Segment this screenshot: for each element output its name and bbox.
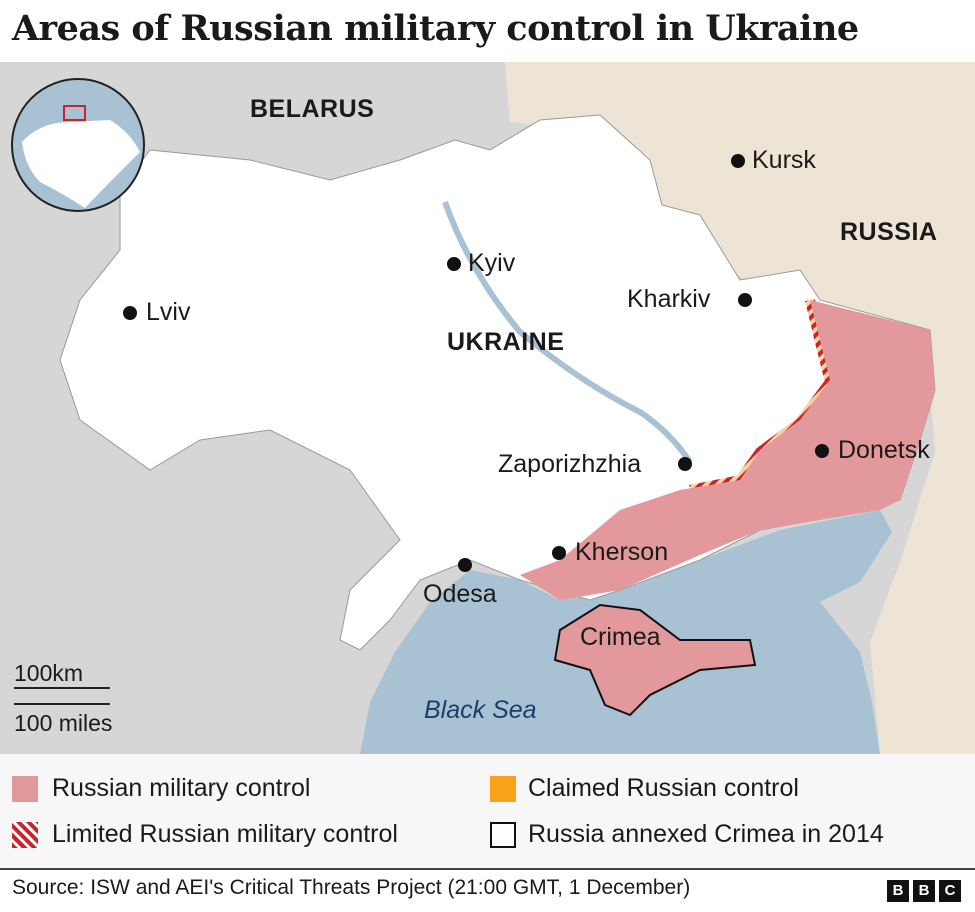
city-marker <box>678 457 692 471</box>
locator-box <box>63 105 86 121</box>
divider <box>0 868 975 870</box>
city-marker <box>123 306 137 320</box>
legend-label: Russia annexed Crimea in 2014 <box>528 820 884 848</box>
city-marker <box>447 257 461 271</box>
logo-letter: B <box>913 880 935 902</box>
city-label-kharkiv: Kharkiv <box>627 285 711 313</box>
legend: Russian military control Claimed Russian… <box>0 754 975 868</box>
city-marker <box>731 154 745 168</box>
country-label-ukraine: UKRAINE <box>447 328 565 356</box>
city-marker <box>738 293 752 307</box>
city-marker <box>815 444 829 458</box>
legend-label: Limited Russian military control <box>52 820 398 848</box>
country-label-russia: RUSSIA <box>840 218 938 246</box>
legend-label: Claimed Russian control <box>528 774 799 802</box>
city-label-donetsk: Donetsk <box>838 436 930 464</box>
city-label-kherson: Kherson <box>575 538 669 566</box>
city-label-lviv: Lviv <box>146 298 191 326</box>
legend-label: Russian military control <box>52 774 311 802</box>
dnipro-river <box>442 200 693 464</box>
legend-swatch-limited <box>12 822 38 848</box>
legend-swatch-russian-control <box>12 776 38 802</box>
city-label-odesa: Odesa <box>423 580 497 608</box>
bbc-logo: B B C <box>887 880 961 902</box>
source-note: Source: ISW and AEI's Critical Threats P… <box>12 876 691 899</box>
region-label-crimea: Crimea <box>580 623 661 651</box>
city-marker <box>552 546 566 560</box>
city-label-kursk: Kursk <box>752 146 816 174</box>
legend-swatch-crimea-outline <box>490 822 516 848</box>
scale-miles-label: 100 miles <box>14 710 113 736</box>
russian-control-area <box>520 300 935 600</box>
russia-land <box>505 62 975 754</box>
country-label-belarus: BELARUS <box>250 95 375 123</box>
crimea-area <box>553 603 757 717</box>
logo-letter: C <box>939 880 961 902</box>
scale-km-label: 100km <box>14 660 84 686</box>
globe-inset <box>11 78 145 212</box>
logo-letter: B <box>887 880 909 902</box>
legend-swatch-claimed <box>490 776 516 802</box>
page-title: Areas of Russian military control in Ukr… <box>12 8 859 49</box>
city-marker <box>458 558 472 572</box>
sea-label: Black Sea <box>424 696 537 724</box>
city-label-kyiv: Kyiv <box>468 249 516 277</box>
map-canvas <box>0 62 975 754</box>
city-label-zaporizhzhia: Zaporizhzhia <box>498 450 642 478</box>
